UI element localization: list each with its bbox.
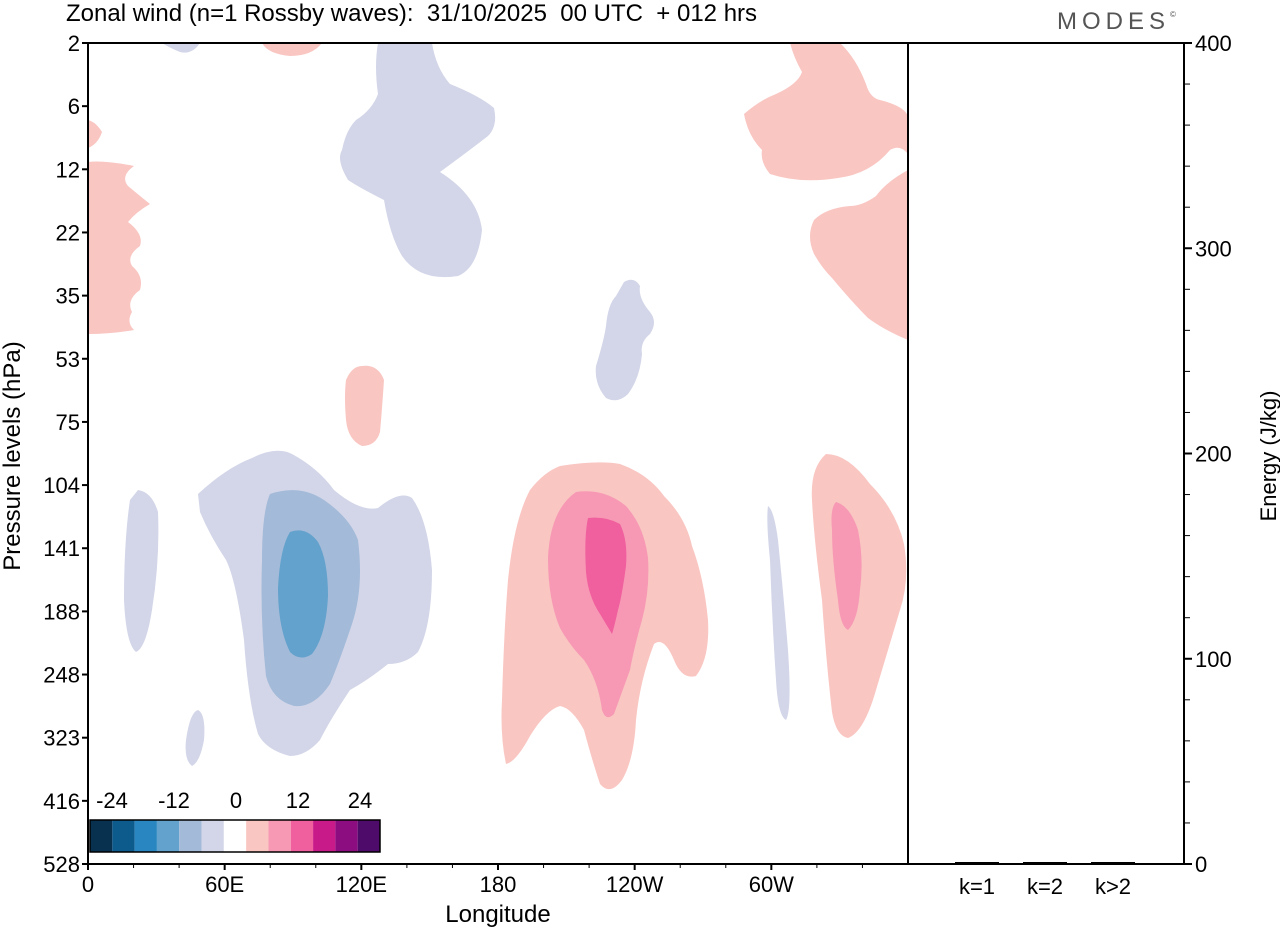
y-tick-label: 323 <box>43 726 80 751</box>
neg-region-top-left-edge <box>162 43 200 53</box>
colorbar-swatch <box>201 820 224 852</box>
y-tick-label: 141 <box>43 536 80 561</box>
y-tick-label: 75 <box>56 410 80 435</box>
neg-region-18 <box>278 530 328 658</box>
neg-region-narrow-east <box>767 506 790 720</box>
colorbar-label: -12 <box>158 788 190 813</box>
energy-bar-label: k=2 <box>1027 874 1063 899</box>
x-tick-label: 120E <box>336 872 387 897</box>
energy-bar-label: k>2 <box>1095 874 1131 899</box>
x-tick-label: 120W <box>606 872 664 897</box>
colorbar-swatch <box>179 820 202 852</box>
neg-region-west-tropo <box>124 490 159 652</box>
energy-tick-label: 0 <box>1195 852 1207 877</box>
y-tick-label: 104 <box>43 473 80 498</box>
colorbar-swatch <box>90 820 113 852</box>
neg-region-mid-upper <box>595 279 654 401</box>
pos-region-west-strat-1 <box>88 120 102 148</box>
colorbar-label: 12 <box>286 788 310 813</box>
energy-bar <box>955 862 999 864</box>
energy-tick-label: 400 <box>1195 31 1232 56</box>
colorbar-swatch <box>223 820 247 852</box>
neg-region-small-lower <box>185 710 205 766</box>
x-tick-label: 60E <box>205 872 244 897</box>
colorbar-frame <box>89 819 381 853</box>
energy-bar <box>1091 862 1135 864</box>
y-tick-label: 12 <box>56 157 80 182</box>
colorbar-swatch <box>357 820 380 852</box>
colorbar-swatch <box>268 820 291 852</box>
y-tick-label: 188 <box>43 599 80 624</box>
contour-field <box>88 43 908 790</box>
y-tick-label: 6 <box>68 94 80 119</box>
logo-text: MODES <box>1057 8 1171 35</box>
longitude-axis-ticks: 0 60E 120E 180 120W 60W <box>82 864 863 897</box>
y-tick-label: 528 <box>43 852 80 877</box>
energy-tick-label: 300 <box>1195 236 1232 261</box>
x-axis-label: Longitude <box>445 901 550 928</box>
energy-bars: k=1 k=2 k>2 <box>955 862 1135 899</box>
y-tick-label: 248 <box>43 663 80 688</box>
y-tick-label: 35 <box>56 284 80 309</box>
colorbar-swatch <box>156 820 180 852</box>
energy-tick-label: 200 <box>1195 442 1232 467</box>
colorbar-swatch <box>290 820 314 852</box>
neg-region-upper-stratosphere <box>340 43 496 278</box>
colorbar-label: -24 <box>96 788 128 813</box>
energy-bar-label: k=1 <box>959 874 995 899</box>
energy-axis-label: Energy (J/kg) <box>1256 391 1280 522</box>
colorbar-swatch <box>313 820 336 852</box>
colorbar-label: 0 <box>230 788 242 813</box>
pressure-axis-ticks: 2 6 12 22 35 53 75 104 141 188 248 323 416 528 <box>43 31 88 877</box>
x-tick-label: 0 <box>82 872 94 897</box>
pos-region-mid-column <box>345 365 384 446</box>
x-tick-label: 180 <box>480 872 517 897</box>
chart-title: Zonal wind (n=1 Rossby waves): 31/10/202… <box>66 0 758 27</box>
colorbar: -24 -12 0 12 24 <box>89 788 381 853</box>
y-axis-label: Pressure levels (hPa) <box>0 341 26 570</box>
pos-region-top-center <box>262 43 322 56</box>
energy-axis-ticks: 0 100 200 300 400 <box>1184 31 1232 877</box>
colorbar-swatch <box>112 820 135 852</box>
pos-region-12-east <box>831 502 862 630</box>
energy-bar <box>1023 862 1067 864</box>
pos-region-east-strat-1 <box>744 43 908 181</box>
colorbar-swatch <box>335 820 358 852</box>
colorbar-swatch <box>134 820 157 852</box>
modes-logo: MODES© <box>1057 8 1176 36</box>
y-tick-label: 2 <box>68 31 80 56</box>
x-tick-label: 60W <box>749 872 794 897</box>
colorbar-label: 24 <box>348 788 372 813</box>
logo-mark: © <box>1170 10 1176 19</box>
y-tick-label: 22 <box>56 220 80 245</box>
energy-tick-label: 100 <box>1195 647 1232 672</box>
pos-region-18-central <box>585 517 627 634</box>
pos-region-west-strat-2 <box>88 161 150 334</box>
colorbar-swatch <box>246 820 269 852</box>
y-tick-label: 53 <box>56 347 80 372</box>
y-tick-label: 416 <box>43 789 80 814</box>
pos-region-east-strat-2 <box>810 170 908 340</box>
